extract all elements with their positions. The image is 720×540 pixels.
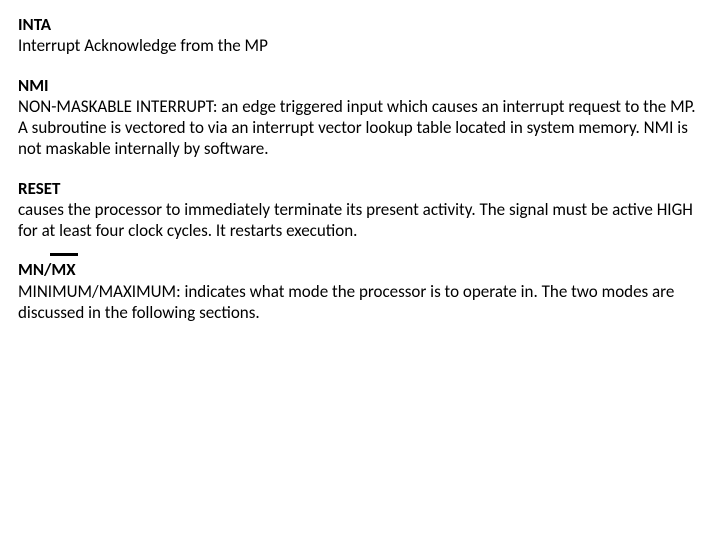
- heading-inta: INTA: [18, 14, 702, 35]
- section-reset: RESET causes the processor to immediatel…: [18, 178, 702, 242]
- heading-mnmx-text: MN/MX: [18, 259, 76, 280]
- section-inta: INTA Interrupt Acknowledge from the MP: [18, 14, 702, 57]
- section-mnmx: MN/MX MINIMUM/MAXIMUM: indicates what mo…: [18, 259, 702, 323]
- heading-nmi: NMI: [18, 75, 702, 96]
- body-nmi: NON-MASKABLE INTERRUPT: an edge triggere…: [18, 96, 702, 160]
- section-nmi: NMI NON-MASKABLE INTERRUPT: an edge trig…: [18, 75, 702, 160]
- overline-bar-icon: [50, 253, 78, 256]
- body-inta: Interrupt Acknowledge from the MP: [18, 35, 702, 56]
- document-page: INTA Interrupt Acknowledge from the MP N…: [0, 0, 720, 540]
- heading-reset: RESET: [18, 178, 702, 199]
- body-reset: causes the processor to immediately term…: [18, 199, 702, 242]
- body-mnmx: MINIMUM/MAXIMUM: indicates what mode the…: [18, 281, 702, 324]
- heading-mnmx: MN/MX: [18, 259, 76, 280]
